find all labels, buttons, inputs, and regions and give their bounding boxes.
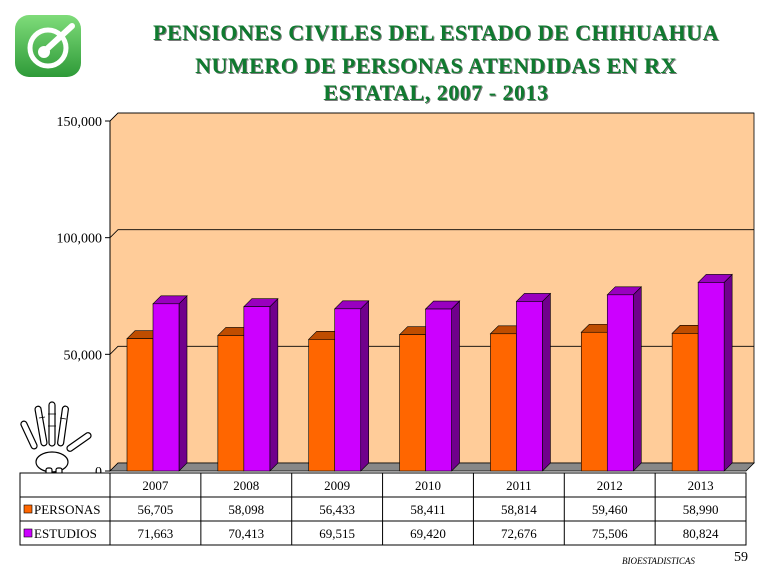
legend-swatch-personas (23, 504, 33, 514)
data-table: 2007 2008 2009 2010 2011 2012 2013 PERSONAS 56,7… (19, 472, 747, 546)
bar-front (606, 294, 634, 472)
title-line-1: PENSIONES CIVILES DEL ESTADO DE CHIHUAHU… (153, 20, 719, 45)
bar-front (697, 282, 725, 472)
bar-front (334, 308, 362, 472)
bar-side (723, 273, 733, 472)
bar-estudios-2009 (333, 300, 370, 472)
data-label: 58,098 (228, 502, 264, 517)
data-label: 75,506 (592, 526, 628, 541)
category-label-2009: 2009 (324, 478, 350, 493)
bar-estudios-2007 (152, 295, 188, 472)
y-tick-label: 150,000 (57, 115, 103, 130)
y-tick-label: 50,000 (64, 348, 103, 363)
data-label: 69,515 (319, 526, 355, 541)
data-label: 71,663 (138, 526, 174, 541)
bar-estudios-2013 (697, 273, 733, 472)
bar-front (516, 301, 543, 472)
bar-front (152, 303, 180, 472)
bar-front (671, 333, 699, 472)
legend-swatch-estudios (23, 528, 33, 538)
bar-side (542, 292, 551, 472)
bar-side (451, 300, 460, 472)
legend-label-personas: PERSONAS (34, 502, 100, 517)
data-label: 56,705 (138, 502, 174, 517)
data-label: 59,460 (592, 502, 628, 517)
bar-front (580, 331, 608, 472)
bar-side (269, 297, 279, 472)
bar-front (126, 338, 154, 472)
data-label: 72,676 (501, 526, 537, 541)
bars (126, 273, 733, 472)
data-label: 58,411 (410, 502, 445, 517)
category-label-2007: 2007 (142, 478, 169, 493)
pensiones-logo-icon (15, 15, 81, 77)
bar-estudios-2011 (515, 292, 552, 472)
legend-label-estudios: ESTUDIOS (34, 526, 97, 541)
bar-front (217, 335, 245, 472)
bar-front (308, 339, 336, 472)
bar-front (425, 308, 452, 472)
category-label-2008: 2008 (233, 478, 259, 493)
bar-side (178, 295, 188, 472)
bar-front (399, 334, 426, 472)
bar-estudios-2012 (606, 286, 643, 472)
title-line-2: NUMERO DE PERSONAS ATENDIDAS EN RX (195, 53, 677, 78)
gridline (109, 229, 754, 238)
category-label-2010: 2010 (415, 478, 441, 493)
category-label-2013: 2013 (688, 478, 714, 493)
data-label: 70,413 (228, 526, 264, 541)
gridline (109, 112, 754, 122)
bar-estudios-2008 (243, 297, 279, 472)
data-label: 80,824 (683, 526, 719, 541)
y-tick-label: 100,000 (57, 232, 103, 247)
data-label: 69,420 (410, 526, 446, 541)
footer-credit: BIOESTADISTICAS (622, 556, 695, 566)
data-label: 56,433 (319, 502, 355, 517)
bar-side (360, 300, 370, 472)
category-label-2011: 2011 (506, 478, 532, 493)
category-label-2012: 2012 (597, 478, 623, 493)
data-label: 58,814 (501, 502, 537, 517)
hand-xray-icon (20, 401, 92, 480)
bar-side (632, 286, 642, 472)
data-label: 58,990 (683, 502, 719, 517)
bar-front (243, 306, 271, 472)
bar-front (490, 333, 517, 472)
page-number: 59 (734, 550, 748, 565)
title-line-3: ESTATAL, 2007 - 2013 (323, 80, 549, 105)
bar-estudios-2010 (424, 300, 461, 472)
